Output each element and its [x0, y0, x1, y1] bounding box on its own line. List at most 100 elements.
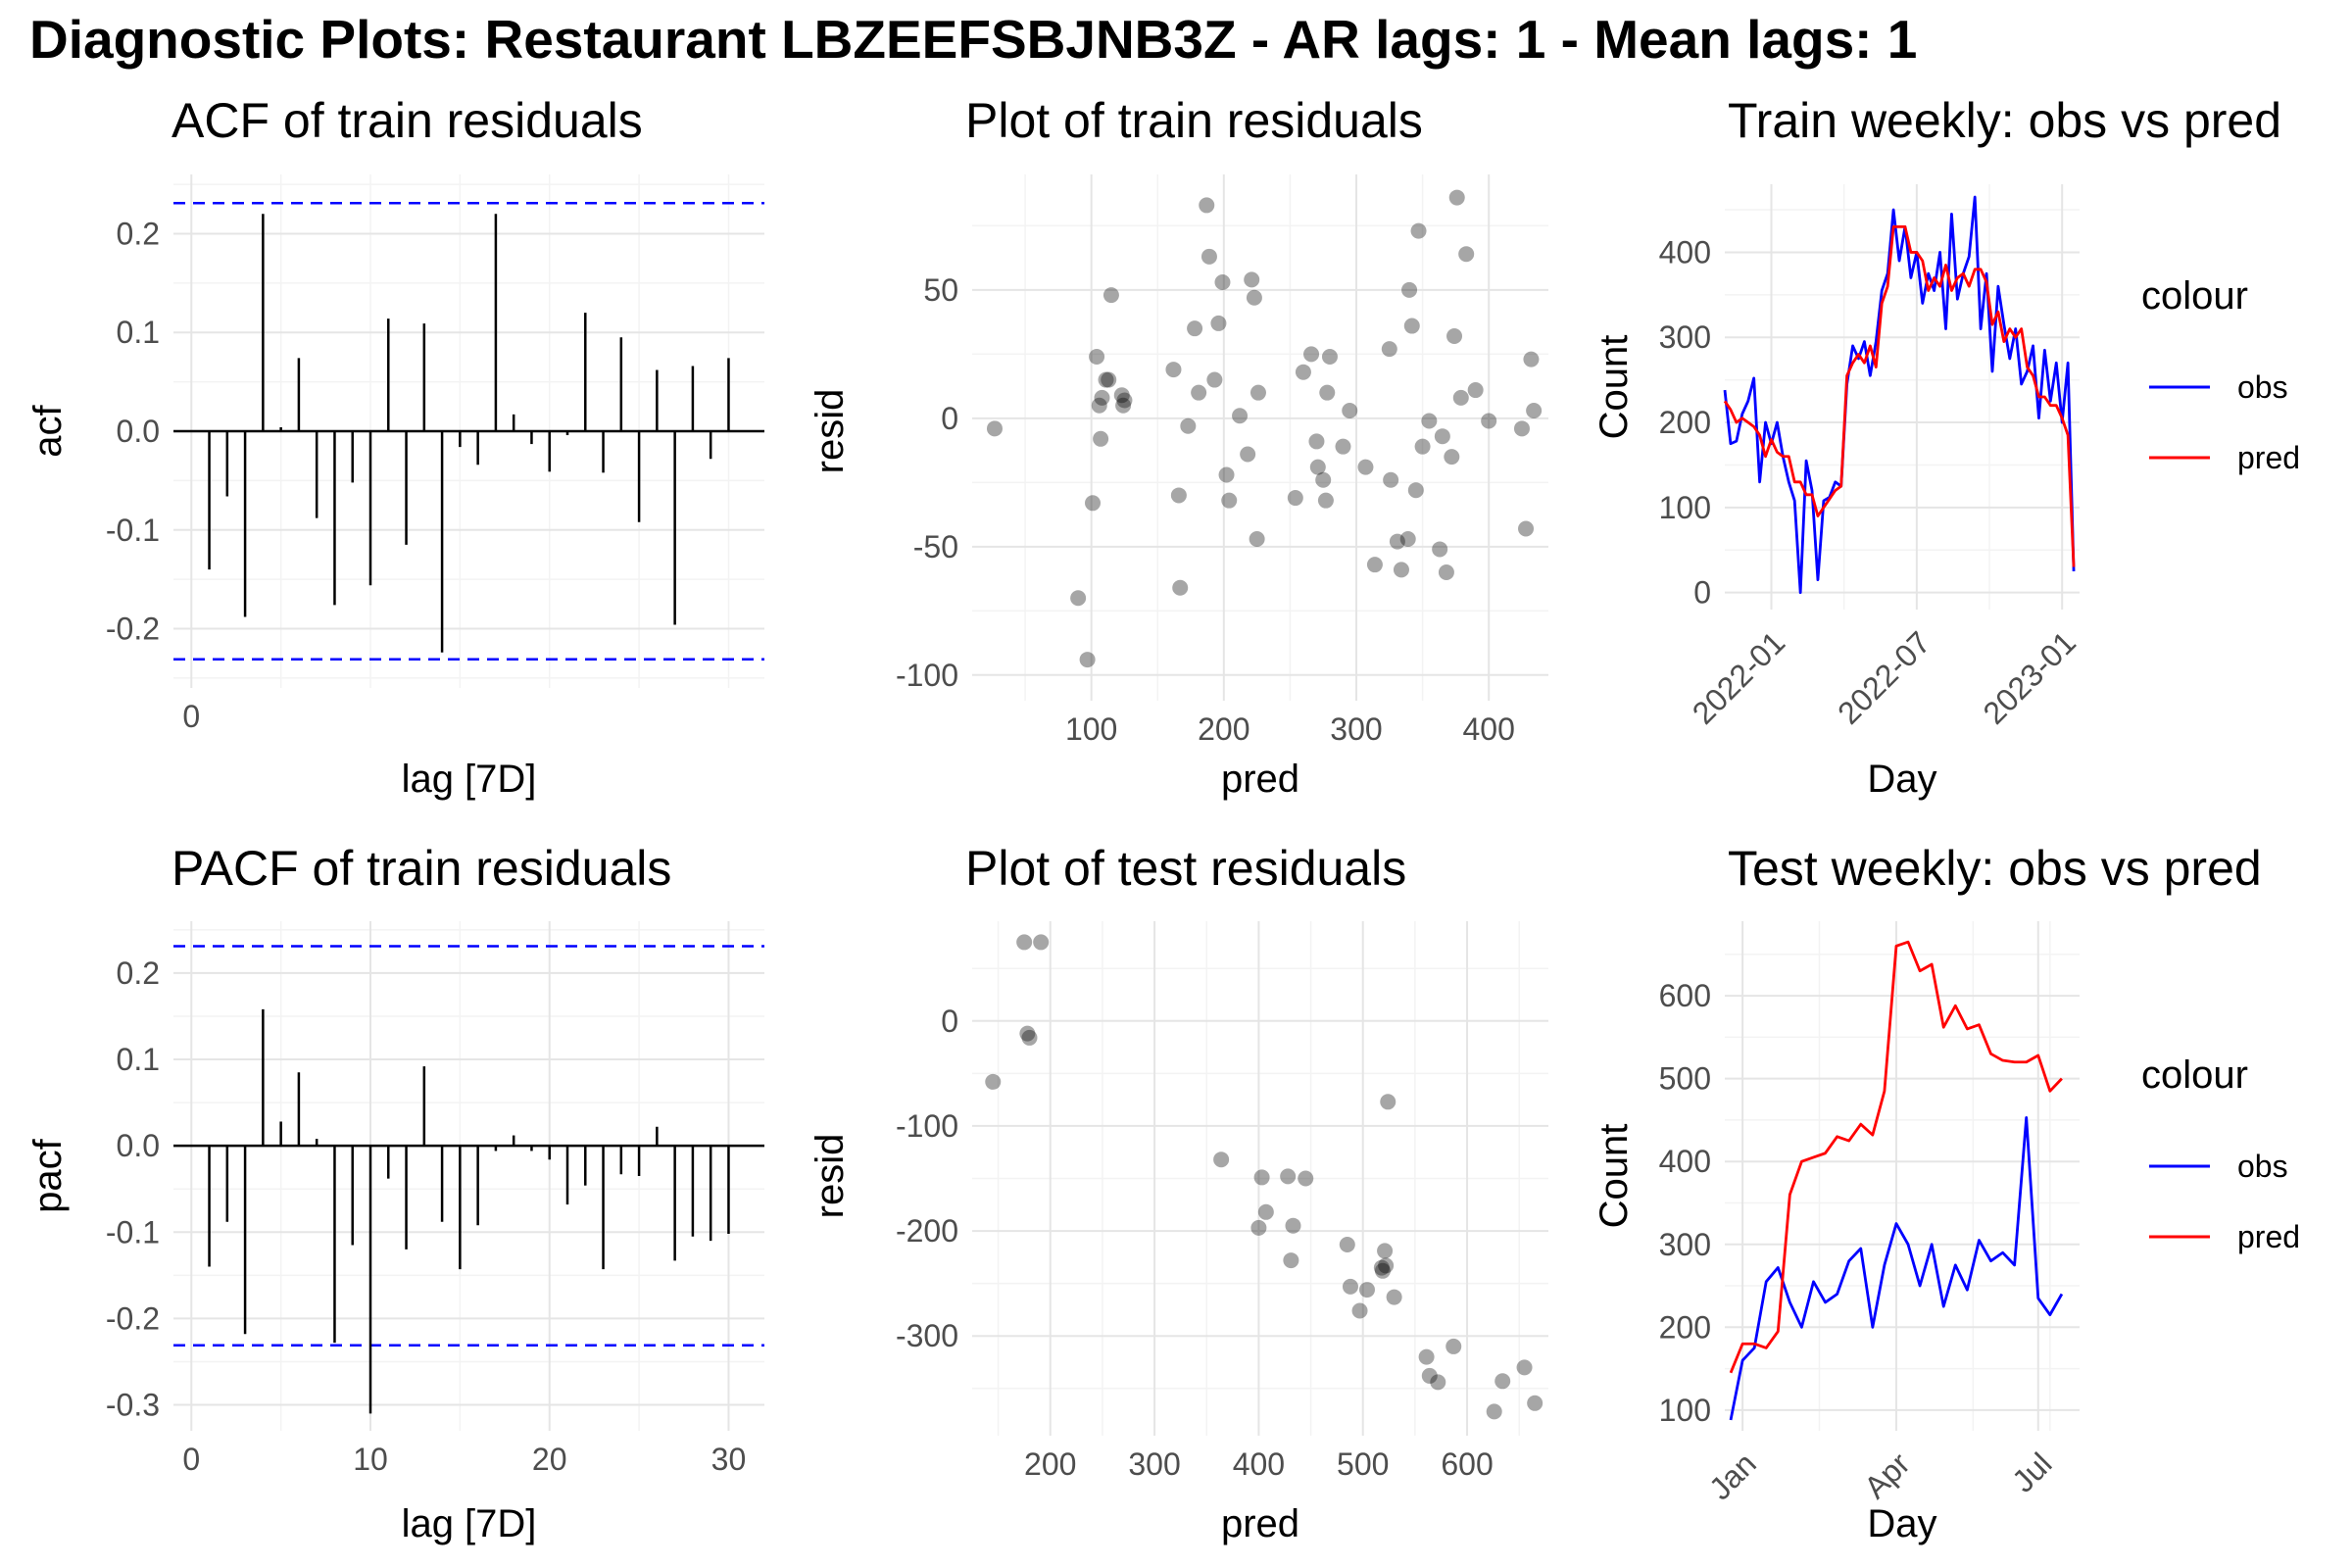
y-tick-label: 100: [1659, 490, 1711, 525]
scatter-point: [1446, 1338, 1462, 1354]
y-tick-label: 0.0: [117, 414, 160, 449]
x-tick-label: 30: [711, 1442, 747, 1477]
scatter-point: [1401, 281, 1418, 298]
scatter-point: [1335, 438, 1351, 455]
scatter-point: [1421, 413, 1438, 429]
scatter-point: [985, 1073, 1002, 1090]
series-line-pred: [1723, 224, 2076, 567]
scatter-point: [1089, 348, 1105, 365]
y-axis-label: acf: [26, 404, 70, 457]
scatter-point: [1309, 459, 1326, 475]
scatter-point: [1386, 1289, 1402, 1305]
scatter-point: [1351, 1302, 1368, 1319]
scatter-point: [1218, 466, 1235, 483]
x-tick-label: 400: [1462, 711, 1514, 747]
scatter-point: [1070, 590, 1087, 607]
legend-label-pred: pred: [2237, 440, 2300, 475]
legend-label-obs: obs: [2237, 1149, 2288, 1184]
x-tick-label: 300: [1128, 1446, 1180, 1482]
x-tick-label: Jan: [1702, 1446, 1763, 1506]
y-tick-label: 300: [1659, 319, 1711, 355]
scatter-point: [1389, 533, 1405, 550]
y-axis-label: resid: [808, 389, 852, 474]
scatter-point: [1283, 1252, 1299, 1269]
scatter-point: [1399, 530, 1416, 547]
x-axis-label: Day: [1867, 758, 1936, 801]
scatter-point: [1403, 318, 1420, 334]
scatter-point: [1518, 520, 1535, 537]
panel-title: PACF of train residuals: [172, 841, 671, 896]
scatter-point: [1246, 289, 1262, 306]
scatter-point: [1432, 541, 1448, 558]
scatter-point: [1321, 348, 1338, 365]
scatter-point: [1342, 1278, 1358, 1295]
x-tick-label: 500: [1337, 1446, 1389, 1482]
legend-label-pred: pred: [2237, 1219, 2300, 1254]
scatter-point: [1374, 1262, 1391, 1279]
scatter-point: [1357, 459, 1374, 475]
scatter-point: [1257, 1203, 1274, 1220]
x-tick-label: 600: [1441, 1446, 1493, 1482]
scatter-point: [1232, 408, 1249, 424]
scatter-point: [1021, 1029, 1038, 1046]
x-tick-label: 0: [182, 699, 200, 734]
scatter-point: [1116, 392, 1133, 409]
scatter-point: [1513, 420, 1530, 437]
scatter-point: [1115, 397, 1132, 414]
train-weekly-panel: Train weekly: obs vs pred Day Count 0 100 200…: [1592, 93, 2300, 801]
scatter-point: [1085, 495, 1102, 512]
scatter-point: [1418, 1348, 1435, 1365]
legend-title: colour: [2141, 274, 2248, 318]
y-tick-label: -0.1: [106, 513, 160, 548]
scatter-point: [1373, 1259, 1390, 1276]
scatter-point: [1102, 287, 1119, 304]
y-tick-label: 0: [941, 401, 958, 436]
scatter-point: [1098, 371, 1114, 388]
scatter-point: [1381, 341, 1397, 358]
y-tick-label: -0.2: [106, 612, 160, 647]
scatter-point: [1170, 487, 1187, 504]
scatter-point: [1444, 449, 1460, 466]
x-tick-label: 2023-01: [1976, 624, 2082, 730]
series-line-obs: [1723, 195, 2076, 595]
scatter-point: [1516, 1359, 1533, 1376]
x-axis-label: lag [7D]: [402, 1502, 537, 1545]
x-tick-label: 100: [1065, 711, 1117, 747]
y-tick-label: -0.3: [106, 1388, 160, 1423]
scatter-point: [1079, 652, 1096, 668]
y-tick-label: 0.2: [117, 956, 160, 991]
scatter-point: [1303, 346, 1320, 363]
legend-title: colour: [2141, 1054, 2248, 1097]
scatter-point: [1214, 274, 1231, 291]
scatter-point: [1210, 315, 1227, 331]
train-resid-panel: Plot of train residuals pred resid -100 -50 0…: [808, 93, 1548, 801]
y-axis-label: Count: [1592, 1124, 1636, 1229]
y-tick-label: 600: [1659, 978, 1711, 1013]
scatter-point: [1467, 382, 1484, 399]
scatter-point: [1287, 490, 1303, 507]
scatter-point: [1191, 384, 1207, 401]
series-line-obs: [1729, 1115, 2064, 1421]
x-axis-label: pred: [1221, 1502, 1299, 1545]
y-tick-label: -300: [896, 1318, 958, 1353]
y-tick-label: 500: [1659, 1061, 1711, 1097]
scatter-point: [1213, 1152, 1230, 1168]
scatter-point: [1199, 197, 1215, 214]
panel-title: Plot of test residuals: [965, 841, 1406, 896]
y-axis-label: resid: [808, 1134, 852, 1219]
scatter-point: [1339, 1237, 1355, 1252]
x-axis-label: lag [7D]: [402, 758, 537, 801]
y-tick-label: -100: [896, 1108, 958, 1144]
main-title: Diagnostic Plots: Restaurant LBZEEFSBJNB…: [29, 9, 1918, 70]
scatter-point: [1378, 1257, 1395, 1274]
scatter-point: [1280, 1168, 1297, 1185]
scatter-point: [1285, 1217, 1301, 1234]
scatter-point: [1342, 402, 1358, 418]
scatter-point: [1172, 579, 1189, 596]
y-tick-label: 0.2: [117, 216, 160, 251]
scatter-point: [1244, 271, 1260, 288]
scatter-point: [1033, 934, 1050, 951]
scatter-point: [1187, 320, 1203, 337]
scatter-point: [1315, 471, 1332, 488]
